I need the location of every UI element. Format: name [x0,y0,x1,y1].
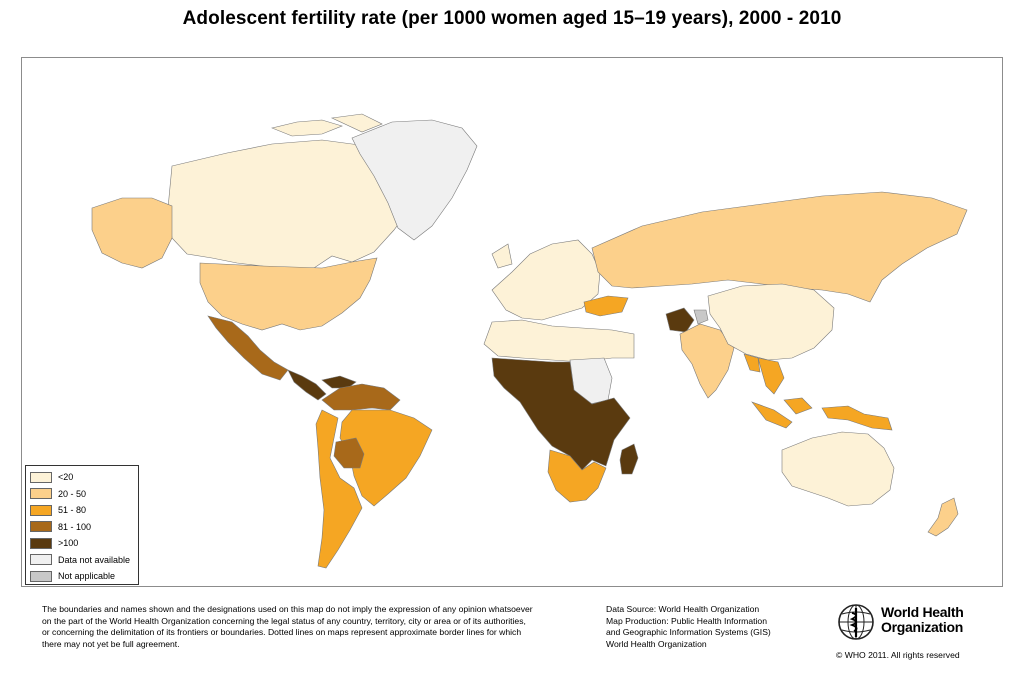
map-canvas [91,113,968,569]
source-line: World Health Organization [606,638,707,649]
region-united-states [199,257,378,331]
region-indonesia [751,397,893,431]
region-alaska [91,197,173,269]
copyright: © WHO 2011. All rights reserved [836,650,960,660]
region-new-zealand [927,497,959,537]
legend-swatch [30,554,52,566]
legend-swatch [30,471,52,483]
legend-item: 81 - 100 [30,519,134,536]
legend-label: 20 - 50 [58,488,87,499]
legend-swatch [30,504,52,516]
disclaimer-line: there may not yet be full agreement. [42,638,180,649]
region-venezuela [321,383,401,411]
legend-item: >100 [30,535,134,552]
disclaimer-line: The boundaries and names shown and the d… [42,604,533,614]
region-southern-cone [315,409,363,569]
who-emblem-icon [838,604,874,640]
disclaimer-line: or concerning the delimitation of its fr… [42,627,522,638]
legend-swatch [30,537,52,549]
region-southeast-asia [743,353,785,395]
legend-item: 51 - 80 [30,502,134,519]
legend-item: 20 - 50 [30,486,134,503]
legend-label: 81 - 100 [58,521,92,532]
map-legend: <20 20 - 50 51 - 80 81 - 100 >100 Data not av… [25,465,139,585]
region-sub-saharan-africa [491,357,631,471]
region-southern-africa [547,449,607,503]
world-map: <20 20 - 50 51 - 80 81 - 100 >100 Data not av… [21,57,1003,587]
disclaimer-text: The boundaries and names shown and the d… [42,604,582,650]
region-madagascar [619,443,639,475]
region-central-america [287,369,357,401]
who-name-line: Organization [881,619,963,635]
legend-item: Data not available [30,552,134,569]
who-name-line: World Health [881,604,964,620]
who-logo: World Health Organization [836,602,966,646]
region-western-europe [491,239,601,321]
disclaimer-line: on the part of the World Health Organiza… [42,615,526,626]
region-china [707,283,835,361]
region-north-africa [483,319,635,363]
map-title: Adolescent fertility rate (per 1000 wome… [182,8,842,29]
source-line: and Geographic Information Systems (GIS) [606,627,771,638]
region-russia [591,191,968,303]
region-australia [781,431,895,507]
data-source: Data Source: World Health Organization M… [606,604,806,650]
source-line: Map Production: Public Health Informatio… [606,615,767,626]
legend-item: <20 [30,469,134,486]
region-greenland [351,119,478,241]
region-turkey [583,295,629,317]
legend-label: <20 [58,472,74,483]
legend-swatch [30,488,52,500]
region-mexico [207,315,289,381]
source-line: Data Source: World Health Organization [606,604,760,614]
legend-label: 51 - 80 [58,505,87,516]
region-kashmir [693,309,709,325]
legend-label: Data not available [58,554,131,565]
who-name: World Health Organization [881,604,964,635]
region-india [679,323,735,399]
legend-swatch [30,570,52,582]
legend-item: Not applicable [30,568,134,585]
legend-label: Not applicable [58,571,116,582]
legend-label: >100 [58,538,79,549]
region-bolivia [333,437,365,469]
legend-swatch [30,521,52,533]
region-afghanistan [665,307,695,333]
